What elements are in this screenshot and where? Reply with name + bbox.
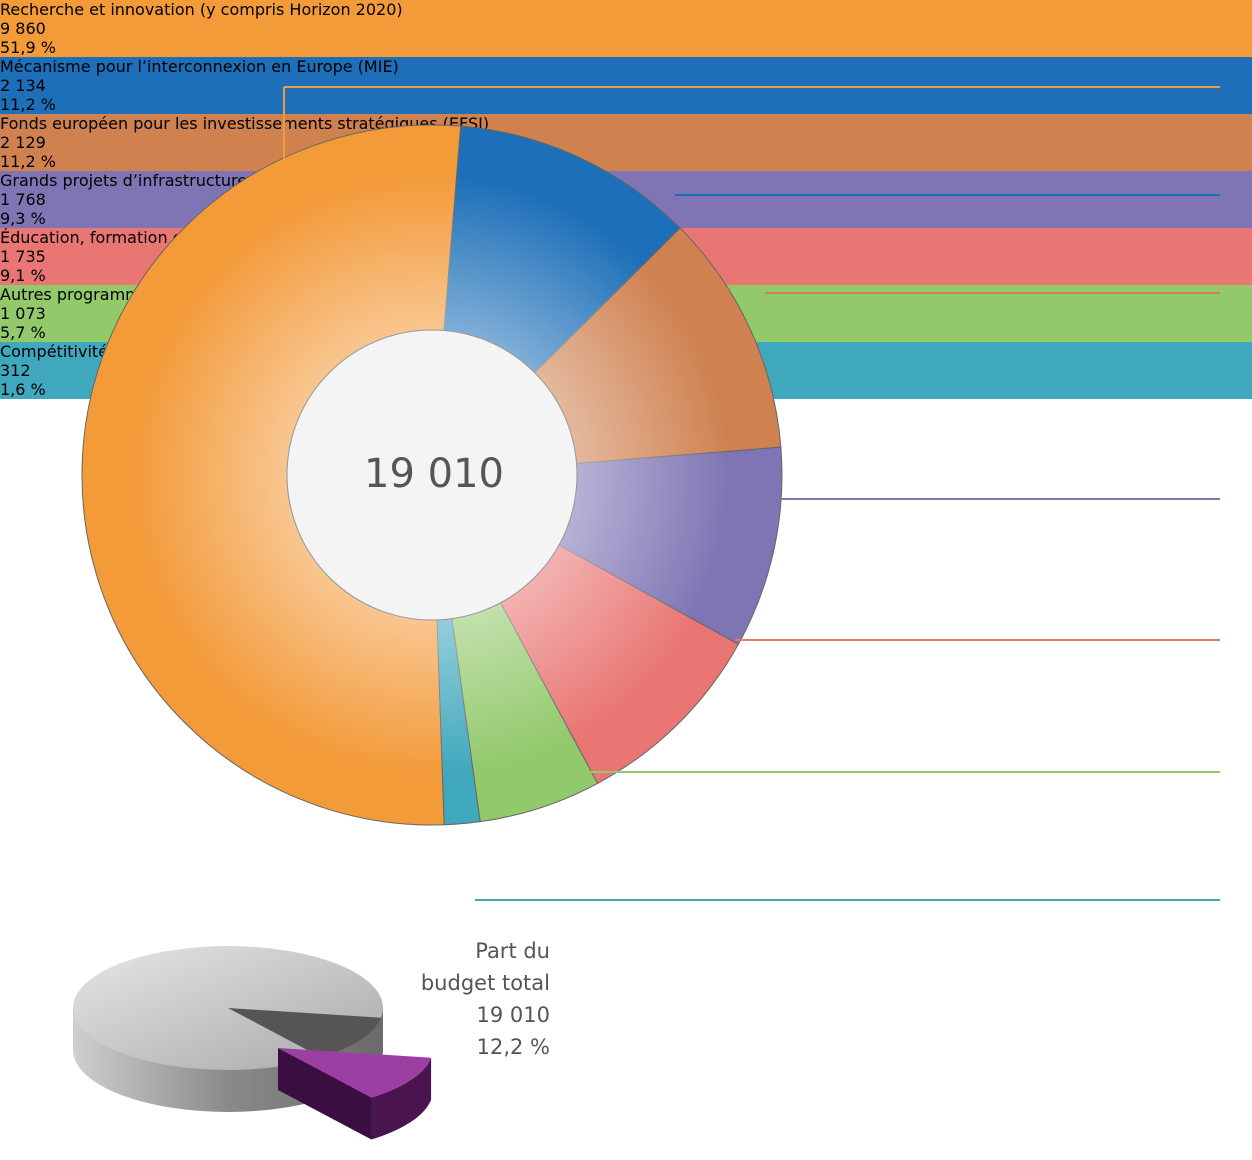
category-label: Autres programmes (0, 285, 159, 304)
amount: 19 010 (476, 1003, 550, 1027)
title: Part du budget total (420, 939, 550, 995)
percentage-label: 1,6 % (0, 380, 46, 399)
category-label: Fonds européen pour les investissements … (0, 114, 490, 133)
share-side (278, 1048, 372, 1140)
percentage-label: 11,2 % (0, 152, 56, 171)
donut-hole (286, 329, 578, 621)
label-box: Fonds européen pour les investissements … (0, 114, 1252, 171)
percentage-label: 9,3 % (0, 209, 46, 228)
label-box: Recherche et innovation (y compris Horiz… (0, 0, 1252, 57)
share: 12,2 % (476, 1035, 550, 1059)
value-label: 1 735 (0, 247, 46, 266)
share-side (371, 1057, 432, 1140)
value-label: 2 134 (0, 76, 46, 95)
percentage-label: 51,9 % (0, 38, 56, 57)
label-box: Mécanisme pour l’interconnexion en Europ… (0, 57, 1252, 114)
pie-3d (73, 946, 432, 1140)
leaders (283, 86, 1220, 901)
value-label: 9 860 (0, 19, 46, 38)
percentage-label: 9,1 % (0, 266, 46, 285)
value-label: 1 768 (0, 190, 46, 209)
pie-gap (228, 1008, 382, 1058)
budget-share-label: Part du budget total 19 010 12,2 % (400, 935, 550, 1063)
value-label: 2 129 (0, 133, 46, 152)
percentage-label: 5,7 % (0, 323, 46, 342)
category-label: Mécanisme pour l’interconnexion en Europ… (0, 57, 399, 76)
value-label: 312 (0, 361, 31, 380)
value-label: 1 073 (0, 304, 46, 323)
total-label: 19 010 (364, 451, 504, 497)
percentage-label: 11,2 % (0, 95, 56, 114)
share-wedge (278, 1048, 432, 1098)
category-label: Recherche et innovation (y compris Horiz… (0, 0, 403, 19)
